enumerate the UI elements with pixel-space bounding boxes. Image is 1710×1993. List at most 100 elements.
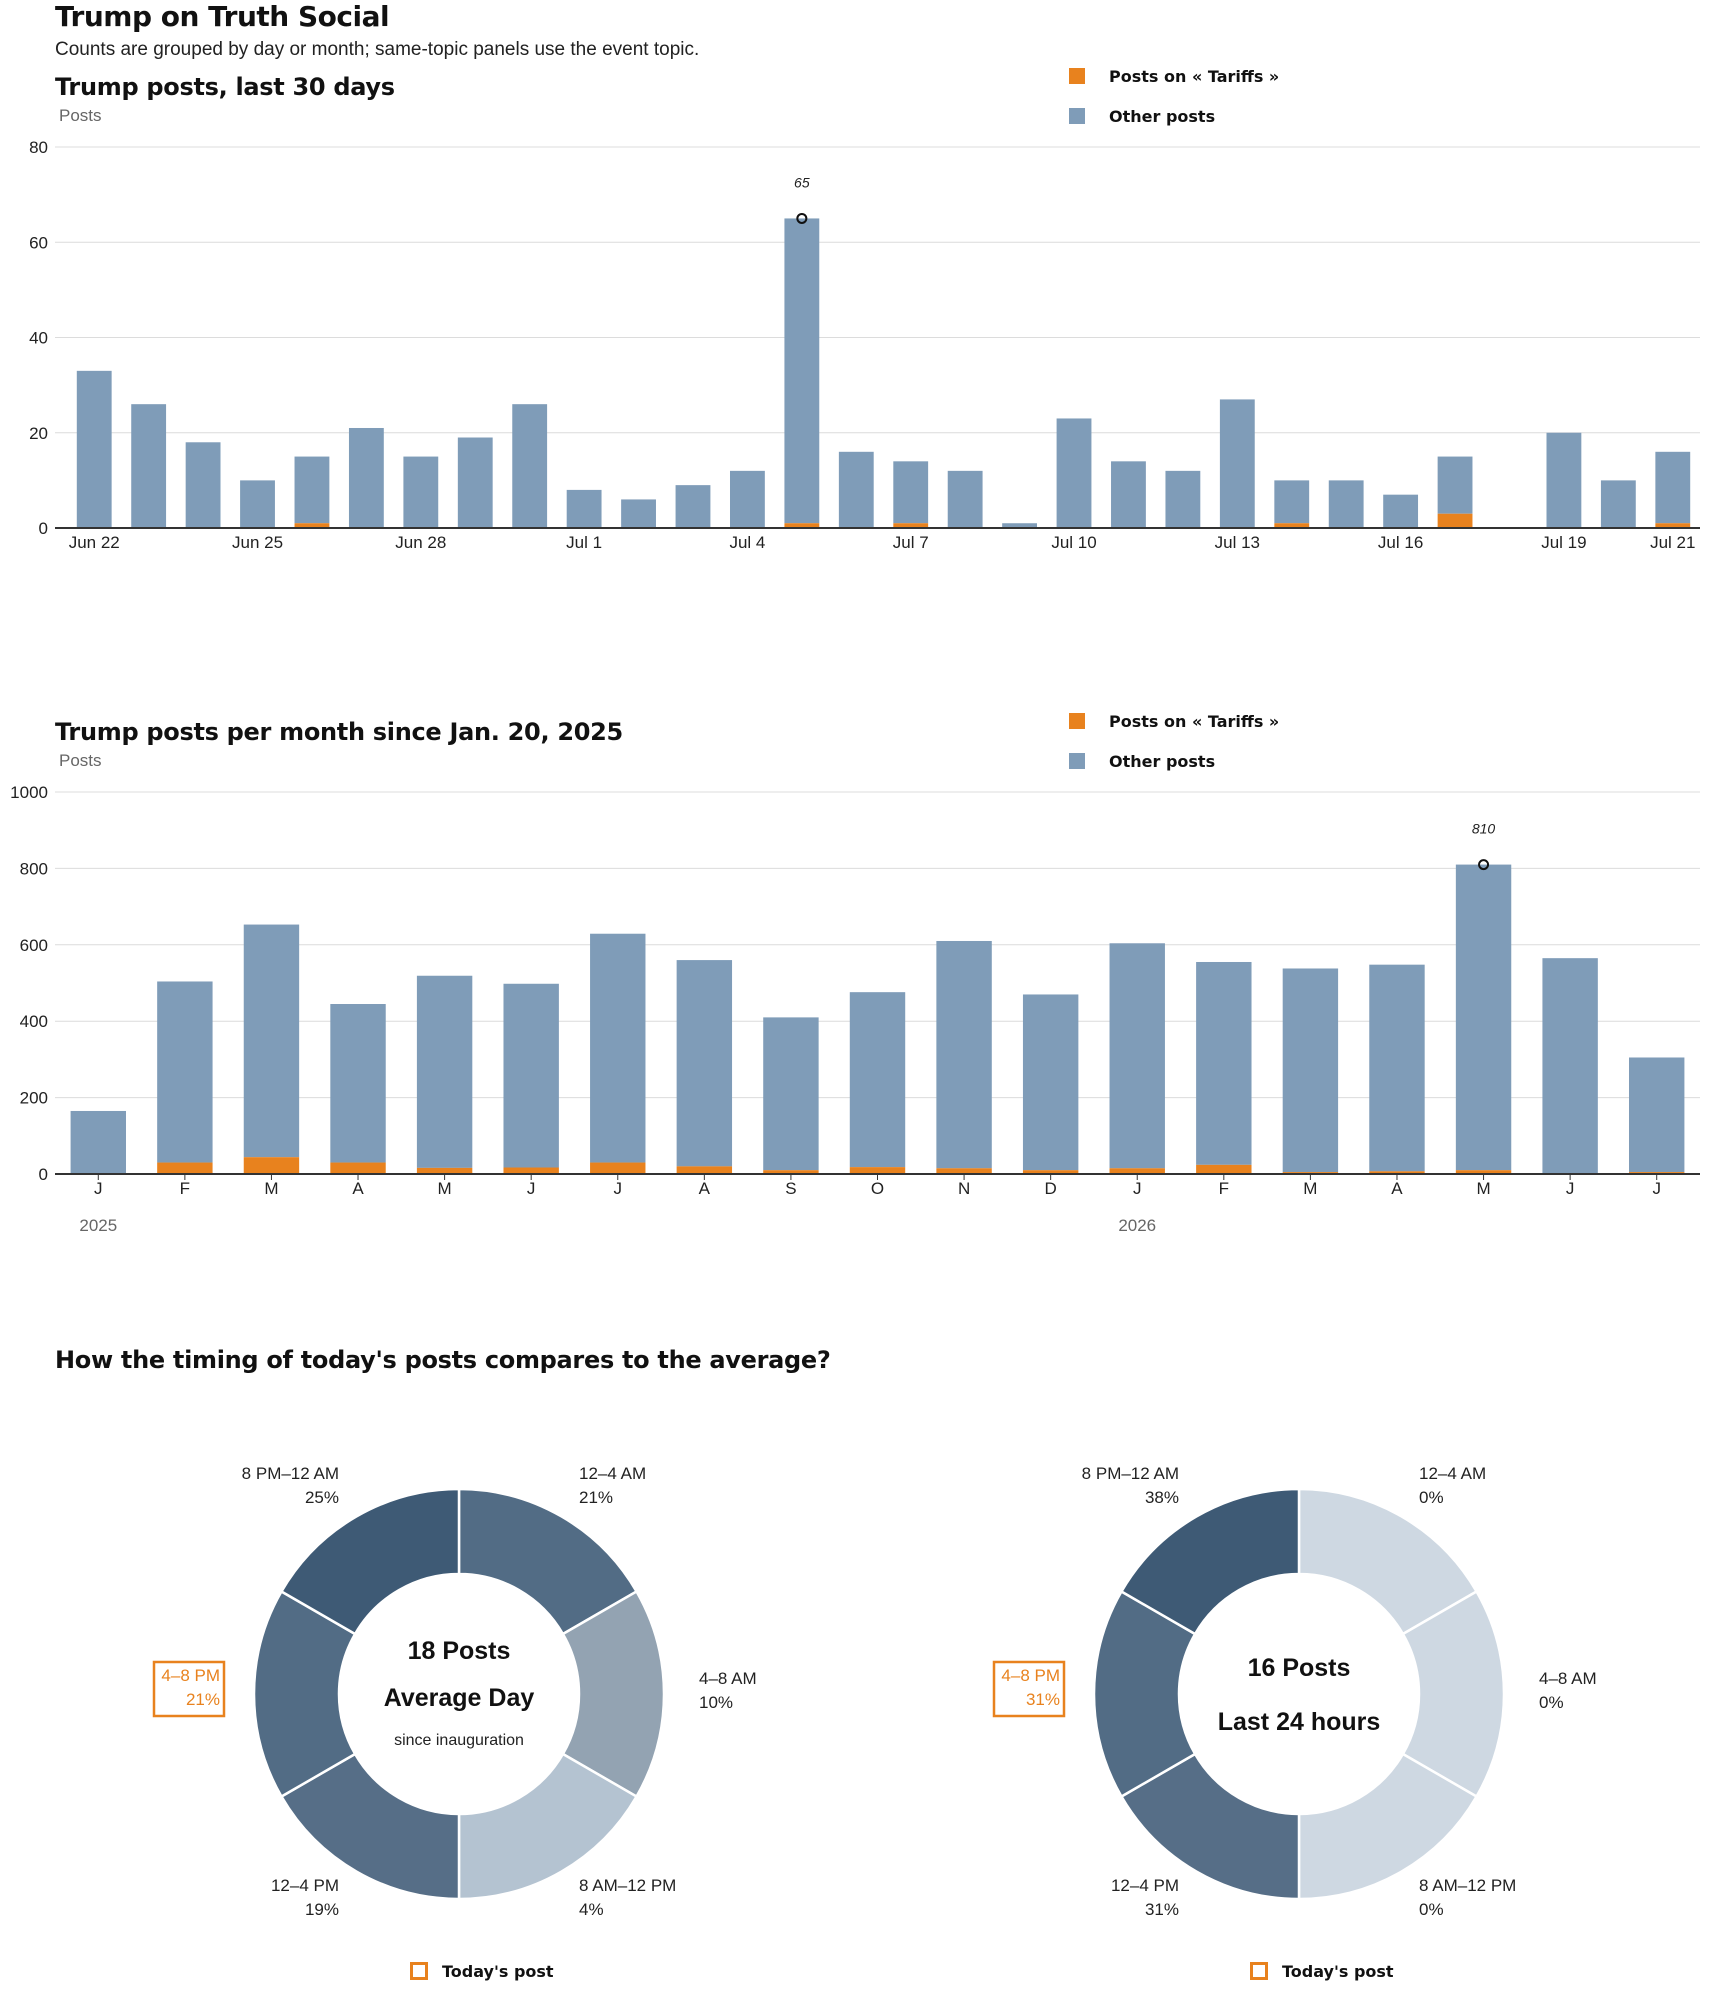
x-tick-label: Jul 16 xyxy=(1378,533,1423,552)
slice-label: 8 PM–12 AM xyxy=(242,1464,339,1483)
donut-center-caption: Average Day xyxy=(384,1684,535,1712)
bar-other xyxy=(294,456,330,524)
today-square-icon xyxy=(410,1962,428,1980)
x-tick-label: J xyxy=(1133,1179,1142,1198)
bar-topic xyxy=(1437,513,1473,528)
y-tick-label: 20 xyxy=(29,424,48,443)
x-tick-label: A xyxy=(1391,1179,1403,1198)
legend-swatch-topic xyxy=(1069,68,1085,84)
bar-other xyxy=(240,480,275,528)
bar-other xyxy=(185,442,221,528)
bar-topic xyxy=(330,1162,386,1174)
chart1-ylabel: Posts xyxy=(59,106,102,125)
page-title: Trump on Truth Social xyxy=(55,0,390,33)
today-legend-right: Today's post xyxy=(1250,1962,1394,1981)
bar-topic xyxy=(1109,1168,1165,1174)
x-tick-label: Jul 13 xyxy=(1215,533,1260,552)
bar-other xyxy=(416,975,473,1168)
bar-other xyxy=(1369,964,1425,1172)
bar-topic xyxy=(590,1162,646,1174)
slice-label: 8 PM–12 AM xyxy=(1082,1464,1179,1483)
y-tick-label: 0 xyxy=(39,1165,48,1184)
bar-topic xyxy=(294,523,330,528)
today-legend-label: Today's post xyxy=(1282,1962,1394,1981)
y-tick-label: 400 xyxy=(20,1012,48,1031)
slice-label: 4–8 PM xyxy=(1001,1666,1060,1685)
bar-other xyxy=(849,992,906,1168)
bar-other xyxy=(348,427,384,528)
bar-other xyxy=(1111,461,1146,528)
bar-other xyxy=(243,924,300,1158)
today-square-icon xyxy=(1250,1962,1268,1980)
slice-pct: 21% xyxy=(579,1488,613,1507)
x-tick-label: D xyxy=(1045,1179,1057,1198)
slice-label: 8 AM–12 PM xyxy=(1419,1876,1516,1895)
bar-other xyxy=(1655,451,1691,524)
x-tick-label: F xyxy=(1219,1179,1229,1198)
peak-marker xyxy=(796,212,808,224)
x-tick-label: J xyxy=(527,1179,536,1198)
x-tick-label: J xyxy=(1652,1179,1661,1198)
slice-label: 4–8 AM xyxy=(1539,1669,1597,1688)
bar-other xyxy=(403,456,439,528)
bar-other xyxy=(729,470,765,528)
slice-label: 12–4 AM xyxy=(1419,1464,1486,1483)
x-tick-label: Jul 21 xyxy=(1650,533,1695,552)
bar-topic xyxy=(1274,523,1310,528)
y-tick-label: 60 xyxy=(29,233,48,252)
x-tick-label: Jul 4 xyxy=(729,533,765,552)
legend-swatch-topic xyxy=(1069,713,1085,729)
bar-topic xyxy=(849,1167,906,1174)
slice-pct: 31% xyxy=(1145,1900,1179,1919)
bar-other xyxy=(330,1004,386,1163)
bar-other xyxy=(1165,470,1201,528)
x-tick-label: Jun 28 xyxy=(395,533,446,552)
bar-other xyxy=(590,933,646,1163)
bar-other xyxy=(131,404,167,528)
slice-pct: 31% xyxy=(1026,1690,1060,1709)
x-tick-label: Jul 7 xyxy=(893,533,929,552)
bar-other xyxy=(1109,943,1165,1169)
x-tick-label: Jun 22 xyxy=(69,533,120,552)
donut-slice xyxy=(1119,1487,1301,1636)
bar-other xyxy=(1282,968,1339,1173)
x-tick-label: S xyxy=(785,1179,796,1198)
bar-other xyxy=(947,470,983,528)
x-tick-label: A xyxy=(699,1179,711,1198)
bar-other xyxy=(1542,958,1598,1174)
y-tick-label: 80 xyxy=(29,138,48,157)
legend-swatch-other xyxy=(1069,108,1085,124)
legend-item-topic: Posts on « Tariffs » xyxy=(1069,67,1279,107)
y-tick-label: 40 xyxy=(29,329,48,348)
bar-other xyxy=(893,461,929,524)
year-label: 2025 xyxy=(79,1216,117,1235)
donut-slice xyxy=(279,1487,461,1636)
x-tick-label: A xyxy=(352,1179,364,1198)
bar-topic xyxy=(784,523,820,528)
y-tick-label: 0 xyxy=(39,519,48,538)
bar-topic xyxy=(936,1168,992,1174)
slice-label: 4–8 PM xyxy=(161,1666,220,1685)
peak-annotation: 810 xyxy=(1472,821,1496,837)
bar-other xyxy=(621,499,656,528)
bar-other xyxy=(566,489,602,528)
y-tick-label: 200 xyxy=(20,1089,48,1108)
x-tick-label: O xyxy=(871,1179,884,1198)
x-tick-label: J xyxy=(94,1179,103,1198)
x-tick-label: Jul 10 xyxy=(1051,533,1096,552)
donut-center-count: 16 Posts xyxy=(1248,1654,1351,1682)
chart1-daily-bars: 0 20 40 60 80 Jun 22 Jun 25 Jun 28 Jul 1 Jul 4 Jul… xyxy=(29,138,1700,552)
bar-other xyxy=(1383,494,1419,528)
chart1-legend: Posts on « Tariffs » Other posts xyxy=(1069,67,1279,147)
slice-pct: 0% xyxy=(1539,1693,1564,1712)
bar-other xyxy=(838,451,874,528)
legend-label-topic: Posts on « Tariffs » xyxy=(1109,712,1280,731)
y-tick-label: 600 xyxy=(20,936,48,955)
legend-item-topic: Posts on « Tariffs » xyxy=(1069,712,1279,752)
bar-other xyxy=(1328,480,1364,528)
bar-topic xyxy=(1369,1171,1425,1174)
bar-other xyxy=(1274,480,1310,524)
bar-other xyxy=(1455,864,1512,1171)
bar-topic xyxy=(676,1166,733,1174)
x-tick-label: M xyxy=(264,1179,278,1198)
